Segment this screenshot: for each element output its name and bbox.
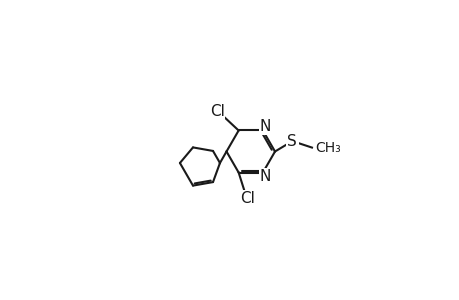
Text: Cl: Cl — [239, 191, 254, 206]
Text: Cl: Cl — [209, 104, 224, 119]
Text: CH₃: CH₃ — [314, 141, 340, 154]
Text: N: N — [259, 118, 270, 134]
Text: N: N — [259, 169, 270, 184]
Text: S: S — [287, 134, 297, 148]
